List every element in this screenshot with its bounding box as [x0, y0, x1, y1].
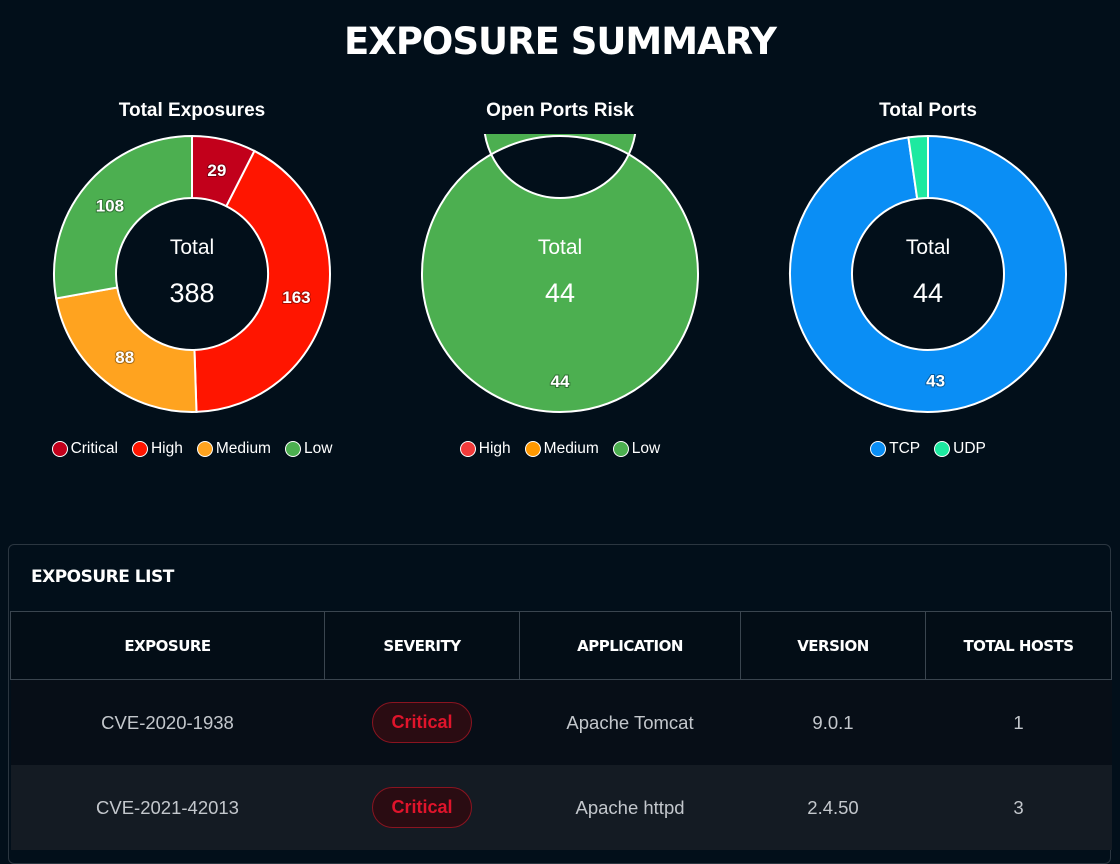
center-value: 44 [912, 278, 944, 308]
exposure-cell: CVE-2021-42013 [10, 765, 325, 850]
chart-title: Open Ports Risk [486, 100, 634, 121]
center-label: Total [169, 236, 215, 259]
donut-wrap: 43 Total 44 [788, 134, 1068, 414]
legend-item-medium[interactable]: Medium [196, 440, 271, 458]
version-cell: 9.0.1 [740, 679, 926, 765]
legend-swatch [131, 441, 148, 457]
donut-slice-low[interactable] [53, 134, 193, 300]
chart-legend: High Medium Low [395, 440, 725, 458]
donut-value-label-low: 108 [96, 196, 124, 215]
legend-item-udp[interactable]: UDP [934, 440, 986, 458]
center-value: 388 [169, 278, 215, 308]
exposure-cell: CVE-2020-1938 [10, 679, 325, 765]
legend-swatch [870, 441, 887, 457]
donut-slice-udp[interactable] [907, 134, 929, 200]
table-header-row: EXPOSURE SEVERITY APPLICATION VERSION TO… [10, 611, 1112, 680]
donut-value-label-low: 44 [551, 372, 570, 391]
donut-chart: 29 163 88 108 [53, 134, 331, 413]
legend-item-high[interactable]: High [131, 440, 183, 458]
column-header-application[interactable]: APPLICATION [519, 611, 741, 680]
donut-chart: 43 [789, 134, 1067, 413]
legend-item-low[interactable]: Low [284, 440, 333, 458]
legend-item-medium[interactable]: Medium [524, 440, 599, 458]
legend-label: Critical [70, 440, 118, 457]
legend-label: UDP [953, 440, 986, 457]
open-ports-risk-chart: Open Ports Risk 44 Total 44 High Medium … [395, 100, 725, 458]
donut-value-label-high: 163 [282, 288, 310, 307]
chart-legend: TCP UDP [763, 440, 1093, 458]
donut-value-label-tcp: 43 [926, 372, 945, 391]
chart-title: Total Exposures [118, 100, 266, 121]
center-value: 44 [544, 278, 576, 308]
table-row[interactable]: CVE-2020-1938 Critical Apache Tomcat 9.0… [10, 679, 1112, 765]
legend-item-tcp[interactable]: TCP [870, 440, 920, 458]
hosts-cell: 3 [925, 765, 1112, 850]
column-header-total-hosts[interactable]: TOTAL HOSTS [925, 611, 1112, 680]
exposure-list-panel: EXPOSURE LIST EXPOSURE SEVERITY APPLICAT… [8, 544, 1112, 864]
legend-label: TCP [889, 440, 921, 457]
legend-item-low[interactable]: Low [612, 440, 661, 458]
version-cell: 2.4.50 [740, 765, 926, 850]
donut-value-label-medium: 88 [115, 348, 134, 367]
legend-label: High [478, 440, 511, 457]
severity-cell: Critical [324, 765, 520, 850]
legend-label: High [150, 440, 183, 457]
legend-swatch [612, 441, 629, 457]
center-label: Total [537, 236, 583, 259]
exposure-table: EXPOSURE SEVERITY APPLICATION VERSION TO… [10, 611, 1112, 850]
severity-badge: Critical [372, 702, 472, 743]
legend-item-critical[interactable]: Critical [51, 440, 118, 458]
chart-title: Total Ports [879, 100, 977, 121]
donut-slice-low[interactable] [421, 134, 699, 413]
legend-label: Medium [215, 440, 271, 457]
column-header-exposure[interactable]: EXPOSURE [10, 611, 325, 680]
center-label: Total [905, 236, 951, 259]
donut-wrap: 29 163 88 108 Total 388 [52, 134, 332, 414]
total-ports-chart: Total Ports 43 Total 44 TCP UDP [763, 100, 1093, 458]
application-cell: Apache Tomcat [519, 679, 741, 765]
chart-legend: Critical High Medium Low [27, 440, 357, 458]
donut-value-label-critical: 29 [207, 161, 226, 180]
donut-chart: 44 [421, 134, 699, 413]
legend-swatch [459, 441, 476, 457]
legend-swatch [934, 441, 951, 457]
legend-swatch [196, 441, 213, 457]
donut-slice-medium[interactable] [55, 286, 198, 413]
application-cell: Apache httpd [519, 765, 741, 850]
donut-wrap: 44 Total 44 [420, 134, 700, 414]
column-header-version[interactable]: VERSION [740, 611, 926, 680]
table-row[interactable]: CVE-2021-42013 Critical Apache httpd 2.4… [10, 765, 1112, 850]
legend-swatch [51, 441, 68, 457]
severity-badge: Critical [372, 787, 472, 828]
legend-label: Low [303, 440, 333, 457]
total-exposures-chart: Total Exposures 29 163 88 108 Total 388 Cri… [27, 100, 357, 458]
legend-item-high[interactable]: High [459, 440, 511, 458]
hosts-cell: 1 [925, 679, 1112, 765]
column-header-severity[interactable]: SEVERITY [324, 611, 520, 680]
legend-label: Low [631, 440, 661, 457]
legend-label: Medium [543, 440, 599, 457]
page-title: EXPOSURE SUMMARY [344, 20, 777, 63]
exposure-list-title: EXPOSURE LIST [31, 567, 174, 587]
donut-slice-high[interactable] [193, 149, 331, 413]
legend-swatch [524, 441, 541, 457]
donut-slice-tcp[interactable] [789, 134, 1067, 413]
severity-cell: Critical [324, 679, 520, 765]
legend-swatch [284, 441, 301, 457]
